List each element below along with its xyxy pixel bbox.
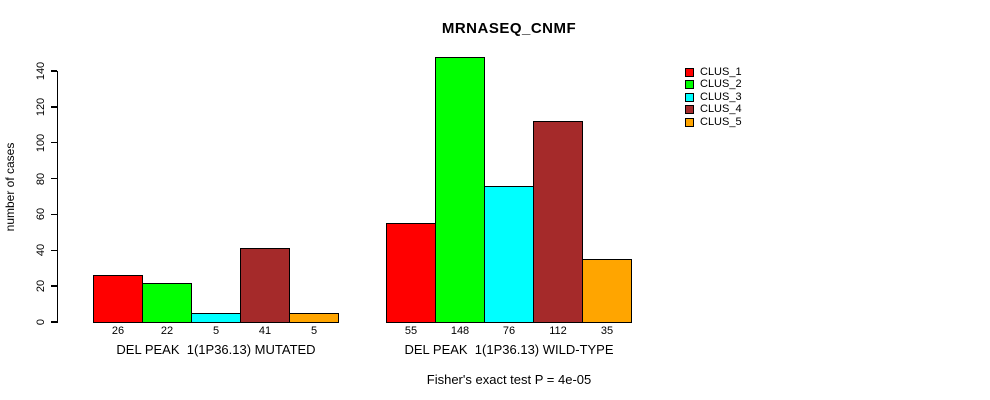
y-tick-mark: [51, 70, 57, 72]
bar-value-label: 5: [310, 325, 318, 337]
bar-value-label: 26: [111, 325, 125, 337]
group-label: DEL PEAK 1(1P36.13) WILD-TYPE: [404, 342, 614, 357]
y-tick-label: 60: [35, 208, 47, 221]
y-axis-line: [57, 71, 59, 323]
y-tick-label: 40: [35, 244, 47, 257]
legend-entry-clus_3: CLUS_3: [685, 91, 742, 104]
bar-clus_3: [191, 313, 241, 323]
y-tick-mark: [51, 177, 57, 180]
legend-label: CLUS_2: [700, 78, 742, 91]
legend-entry-clus_5: CLUS_5: [685, 116, 742, 129]
bar-clus_1: [93, 275, 143, 323]
legend-swatch-icon: [685, 117, 694, 127]
fisher-test-caption: Fisher's exact test P = 4e-05: [426, 372, 592, 387]
bar-value-label: 55: [404, 325, 418, 337]
y-tick-mark: [51, 285, 57, 287]
y-tick-label: 0: [35, 318, 47, 326]
bar-value-label: 112: [549, 325, 567, 337]
y-tick-mark: [51, 142, 57, 144]
bar-clus_2: [142, 282, 192, 323]
y-tick-label: 100: [35, 133, 47, 152]
legend-entry-clus_2: CLUS_2: [685, 79, 742, 92]
legend: CLUS_1 CLUS_2 CLUS_3 CLUS_4 CLUS_5: [685, 66, 742, 129]
bar-value-label: 35: [600, 325, 614, 337]
legend-swatch-icon: [685, 92, 694, 102]
y-tick-mark: [51, 106, 57, 108]
bar-clus_5: [582, 259, 632, 323]
bar-clus_5: [289, 313, 339, 323]
bar-clus_1: [386, 223, 436, 323]
y-tick-mark: [51, 249, 57, 251]
legend-label: CLUS_1: [700, 65, 742, 78]
legend-label: CLUS_5: [700, 115, 742, 128]
y-tick-label: 20: [35, 280, 47, 293]
legend-swatch-icon: [685, 105, 694, 115]
bar-clus_3: [484, 185, 534, 323]
legend-swatch-icon: [685, 80, 694, 90]
y-tick-label: 140: [35, 61, 47, 81]
group-label: DEL PEAK 1(1P36.13) MUTATED: [116, 342, 316, 357]
chart-title: MRNASEQ_CNMF: [441, 20, 577, 37]
y-axis-label: number of cases: [3, 142, 17, 232]
y-tick-mark: [51, 321, 57, 323]
legend-label: CLUS_3: [700, 90, 742, 103]
legend-entry-clus_1: CLUS_1: [685, 66, 742, 79]
y-tick-label: 120: [35, 97, 47, 117]
bar-value-label: 76: [502, 325, 516, 337]
legend-entry-clus_4: CLUS_4: [685, 104, 742, 117]
bar-clus_2: [435, 56, 485, 323]
bar-value-label: 22: [160, 325, 174, 337]
legend-label: CLUS_4: [700, 103, 742, 116]
y-tick-mark: [51, 213, 57, 216]
bar-value-label: 5: [212, 325, 220, 337]
legend-swatch-icon: [685, 67, 694, 77]
bar-value-label: 41: [258, 325, 272, 337]
y-tick-label: 80: [35, 172, 47, 185]
bar-clus_4: [533, 121, 583, 323]
bar-clus_4: [240, 248, 290, 323]
bar-value-label: 148: [450, 325, 470, 337]
